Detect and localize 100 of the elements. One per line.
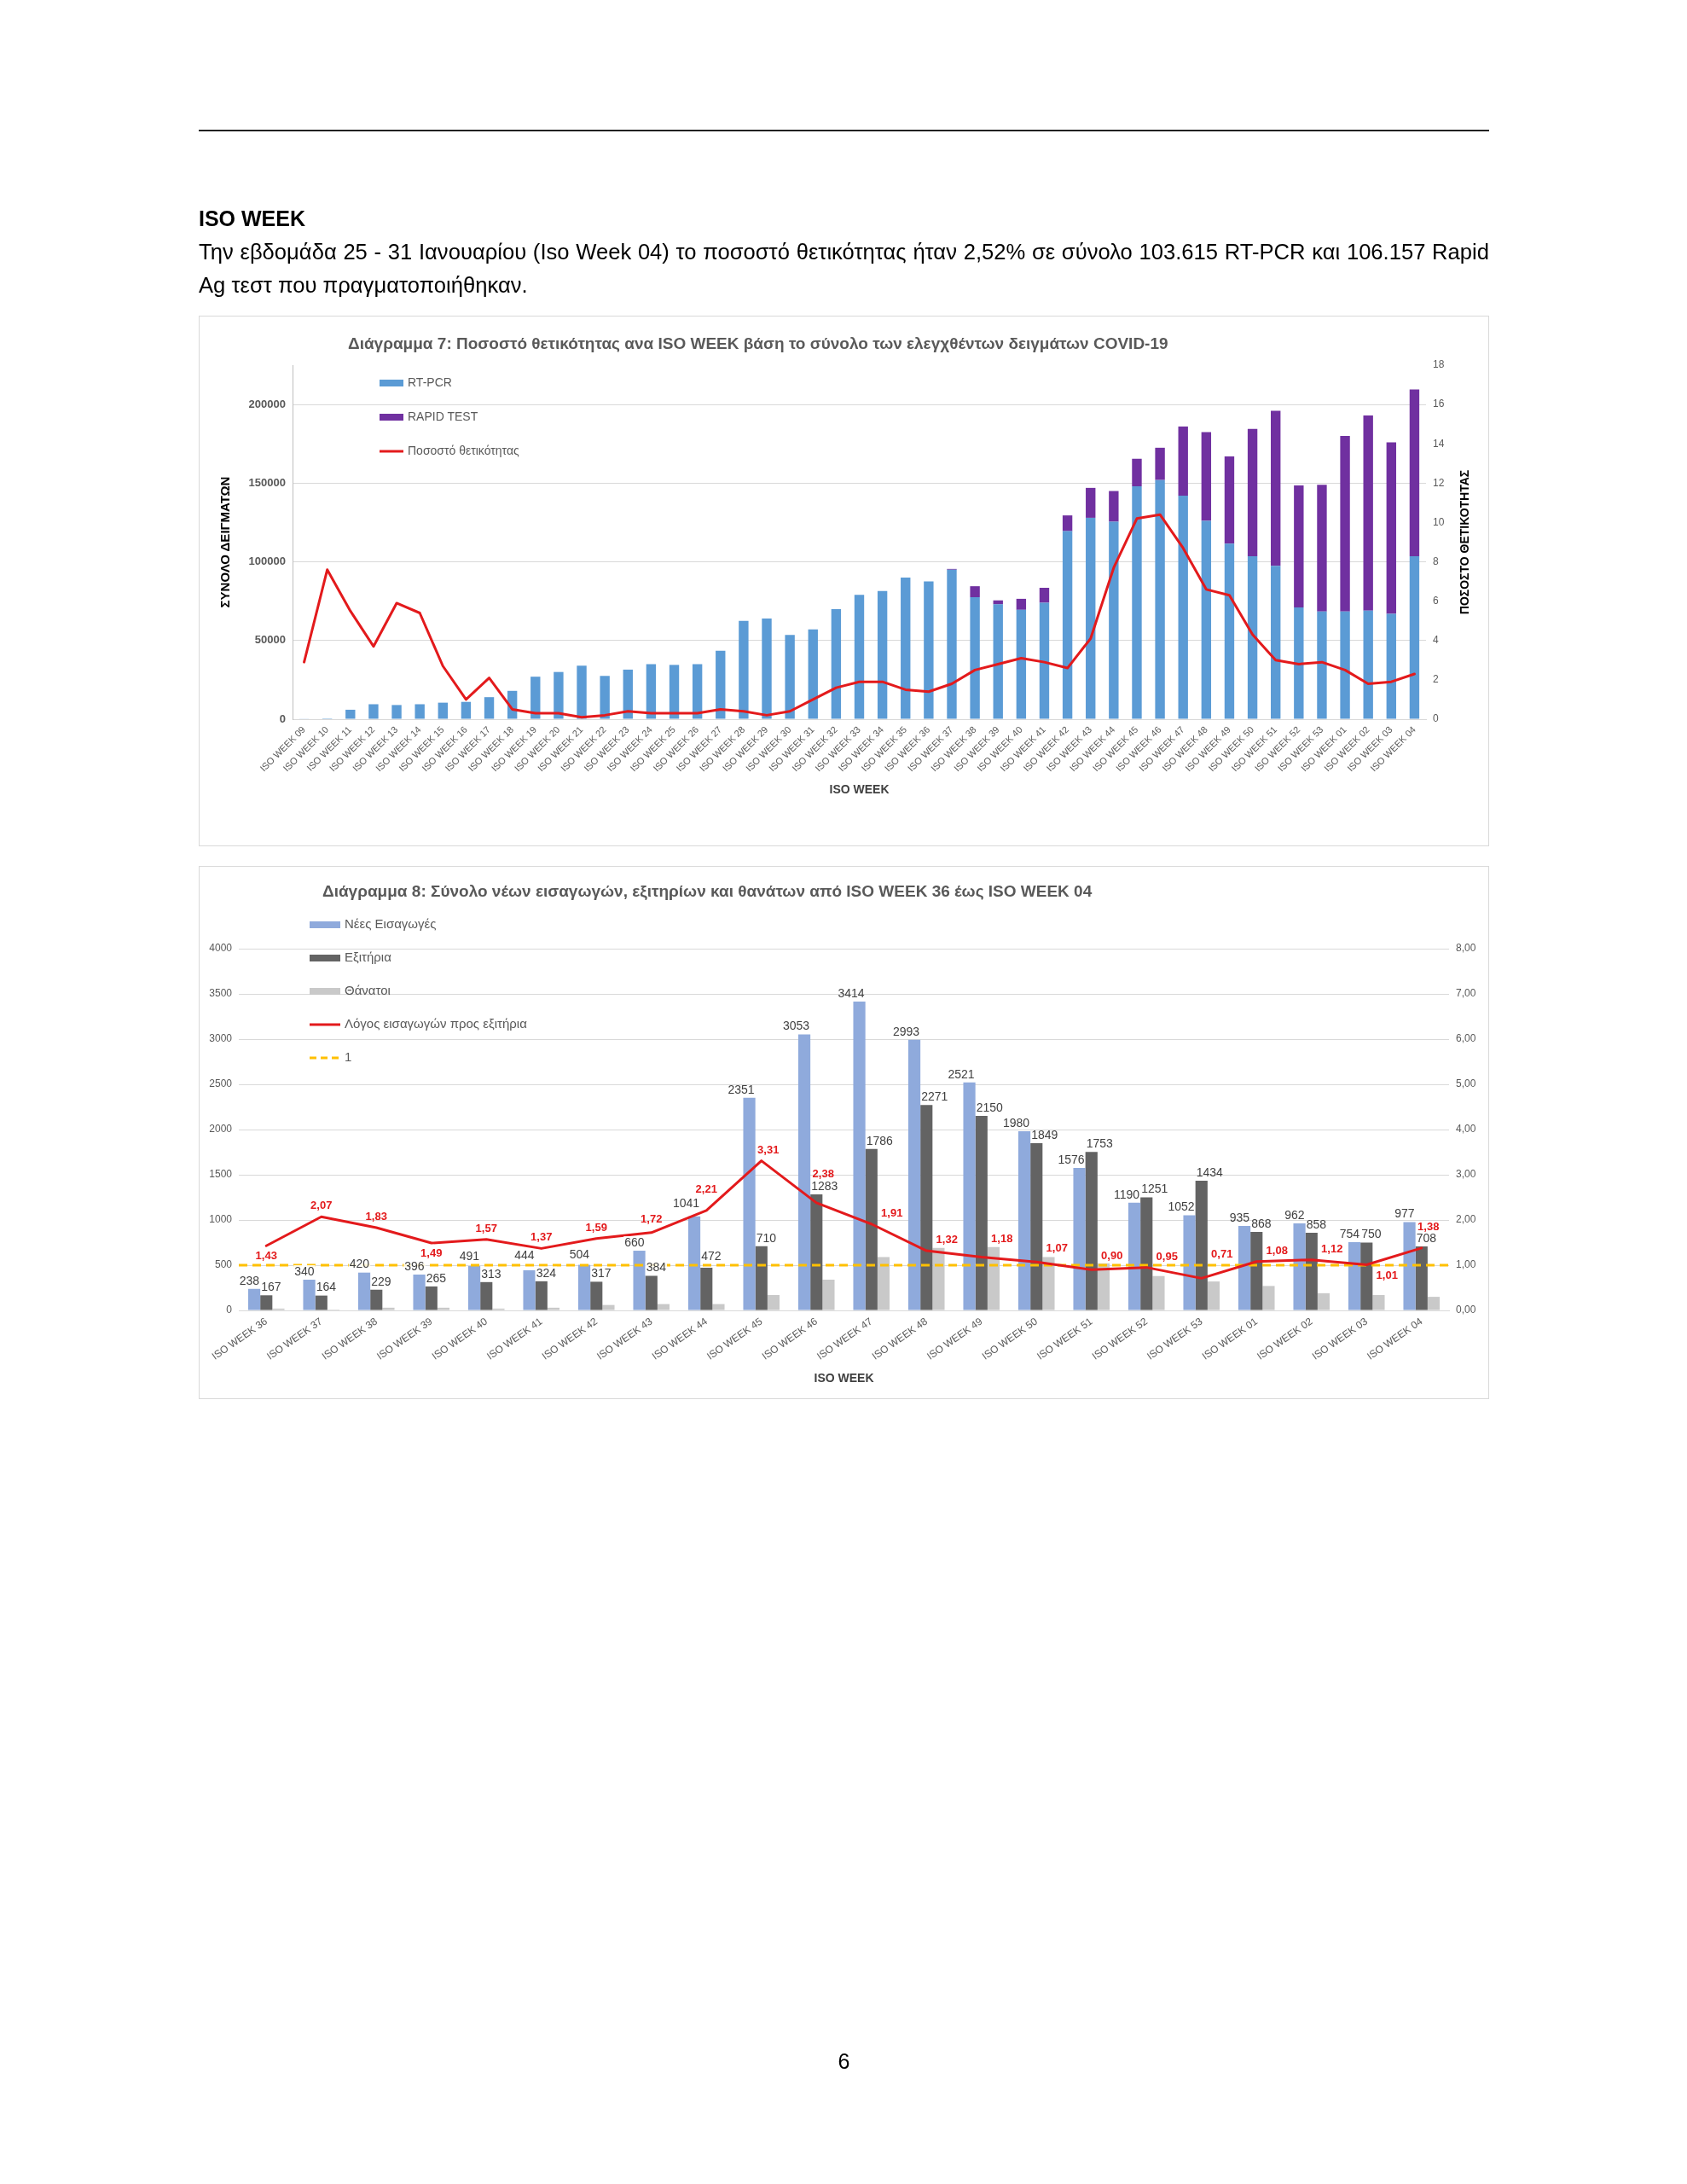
y-tick-label: 500	[214, 1258, 233, 1271]
bar	[1247, 428, 1258, 557]
x-axis-title: ISO WEEK	[814, 1371, 874, 1385]
bar	[1109, 521, 1119, 719]
bar	[646, 664, 657, 719]
y-tick-label: 4000	[209, 942, 233, 955]
bar	[1132, 458, 1142, 487]
data-label: 1,12	[1321, 1241, 1343, 1255]
bar	[547, 1307, 560, 1310]
bar	[785, 635, 795, 719]
bar	[633, 1251, 646, 1310]
data-label: 977	[1394, 1206, 1415, 1221]
bar	[1097, 1263, 1110, 1310]
data-label: 1576	[1058, 1152, 1085, 1166]
data-label: 340	[294, 1263, 315, 1278]
y-tick-label: 1000	[209, 1213, 233, 1226]
bar	[963, 1082, 976, 1310]
bar	[1317, 1292, 1330, 1310]
bar	[303, 1279, 316, 1310]
legend-label: Λόγος εισαγωγών προς εξιτήρια	[345, 1016, 528, 1031]
bar	[1271, 566, 1281, 719]
data-label: 164	[316, 1280, 337, 1294]
bar	[1238, 1225, 1251, 1310]
bar	[1360, 1242, 1373, 1310]
data-label: 167	[261, 1280, 281, 1294]
bar	[901, 578, 911, 719]
bar	[415, 704, 425, 719]
data-label: 1,32	[936, 1233, 958, 1246]
data-label: 1,08	[1266, 1243, 1288, 1257]
bar	[1178, 426, 1188, 497]
bar	[1062, 515, 1073, 531]
text: ISO WEEK	[199, 206, 306, 232]
bar	[1372, 1294, 1385, 1310]
data-label: 2,38	[812, 1166, 834, 1180]
bar	[623, 669, 633, 719]
bar	[1294, 607, 1304, 719]
bar	[577, 665, 587, 719]
data-label: 935	[1229, 1210, 1250, 1224]
bar	[712, 1304, 725, 1310]
bar	[907, 1039, 921, 1310]
data-label: 1052	[1168, 1199, 1195, 1214]
bar	[1207, 1281, 1220, 1310]
bar	[716, 650, 726, 719]
data-label: 868	[1251, 1216, 1272, 1230]
bar	[600, 676, 610, 719]
text: 6	[837, 2048, 851, 2074]
data-label: 2,21	[695, 1182, 717, 1195]
bar	[1201, 432, 1212, 521]
bar	[438, 702, 448, 719]
bar	[970, 586, 980, 598]
data-label: 0,95	[1156, 1249, 1178, 1263]
y2-tick-label: 6,00	[1456, 1032, 1476, 1045]
bar	[1363, 415, 1373, 611]
bar	[1415, 1246, 1428, 1310]
data-label: 2,07	[310, 1199, 333, 1212]
bar	[577, 1264, 591, 1310]
y-tick-label: 2500	[209, 1077, 233, 1090]
y-tick-label: 0	[226, 1304, 233, 1316]
bar	[370, 1289, 383, 1310]
bar	[425, 1286, 438, 1310]
data-label: 1,49	[420, 1246, 443, 1260]
bar	[315, 1295, 328, 1310]
bar	[739, 620, 749, 719]
data-label: 1251	[1141, 1182, 1168, 1196]
legend-label: RT-PCR	[408, 375, 452, 389]
y2-tick-label: 0	[1433, 712, 1439, 725]
bar	[987, 1246, 1000, 1310]
x-axis-title: ISO WEEK	[829, 782, 890, 797]
bar	[382, 1307, 395, 1310]
bar	[1178, 496, 1188, 719]
legend-label: RAPID TEST	[408, 409, 478, 423]
data-label: 396	[404, 1258, 425, 1273]
data-label: 3053	[783, 1019, 810, 1033]
bar	[480, 1281, 493, 1310]
y-tick-label: 200000	[248, 397, 286, 410]
chart-title: Διάγραμμα 7: Ποσοστό θετικότητας ανα ISO WEEK βάση το σύνολο των ελεγχθέντων δειγμάτων COVID-19	[348, 334, 1168, 353]
y2-tick-label: 6	[1433, 594, 1439, 607]
y-tick-label: 150000	[248, 475, 286, 489]
data-label: 324	[536, 1265, 557, 1280]
y2-tick-label: 2,00	[1456, 1213, 1476, 1226]
data-label: 265	[426, 1270, 447, 1285]
y2-tick-label: 8	[1433, 555, 1439, 567]
bar	[535, 1281, 548, 1310]
data-label: 858	[1306, 1217, 1327, 1231]
data-label: 1,18	[991, 1231, 1013, 1245]
bar	[1409, 556, 1420, 719]
y2-tick-label: 4	[1433, 634, 1439, 647]
y2-tick-label: 10	[1433, 515, 1445, 528]
y2-tick-label: 5,00	[1456, 1077, 1476, 1090]
bar	[865, 1148, 878, 1310]
bar	[831, 608, 842, 719]
bar	[602, 1304, 615, 1310]
data-label: 1753	[1086, 1136, 1114, 1151]
y-tick-label: 0	[279, 712, 286, 725]
bar	[530, 677, 541, 719]
data-label: 2993	[893, 1024, 920, 1038]
bar	[1386, 613, 1397, 719]
bar	[247, 1288, 261, 1310]
data-label: 1980	[1003, 1115, 1030, 1130]
bar	[1155, 479, 1165, 719]
